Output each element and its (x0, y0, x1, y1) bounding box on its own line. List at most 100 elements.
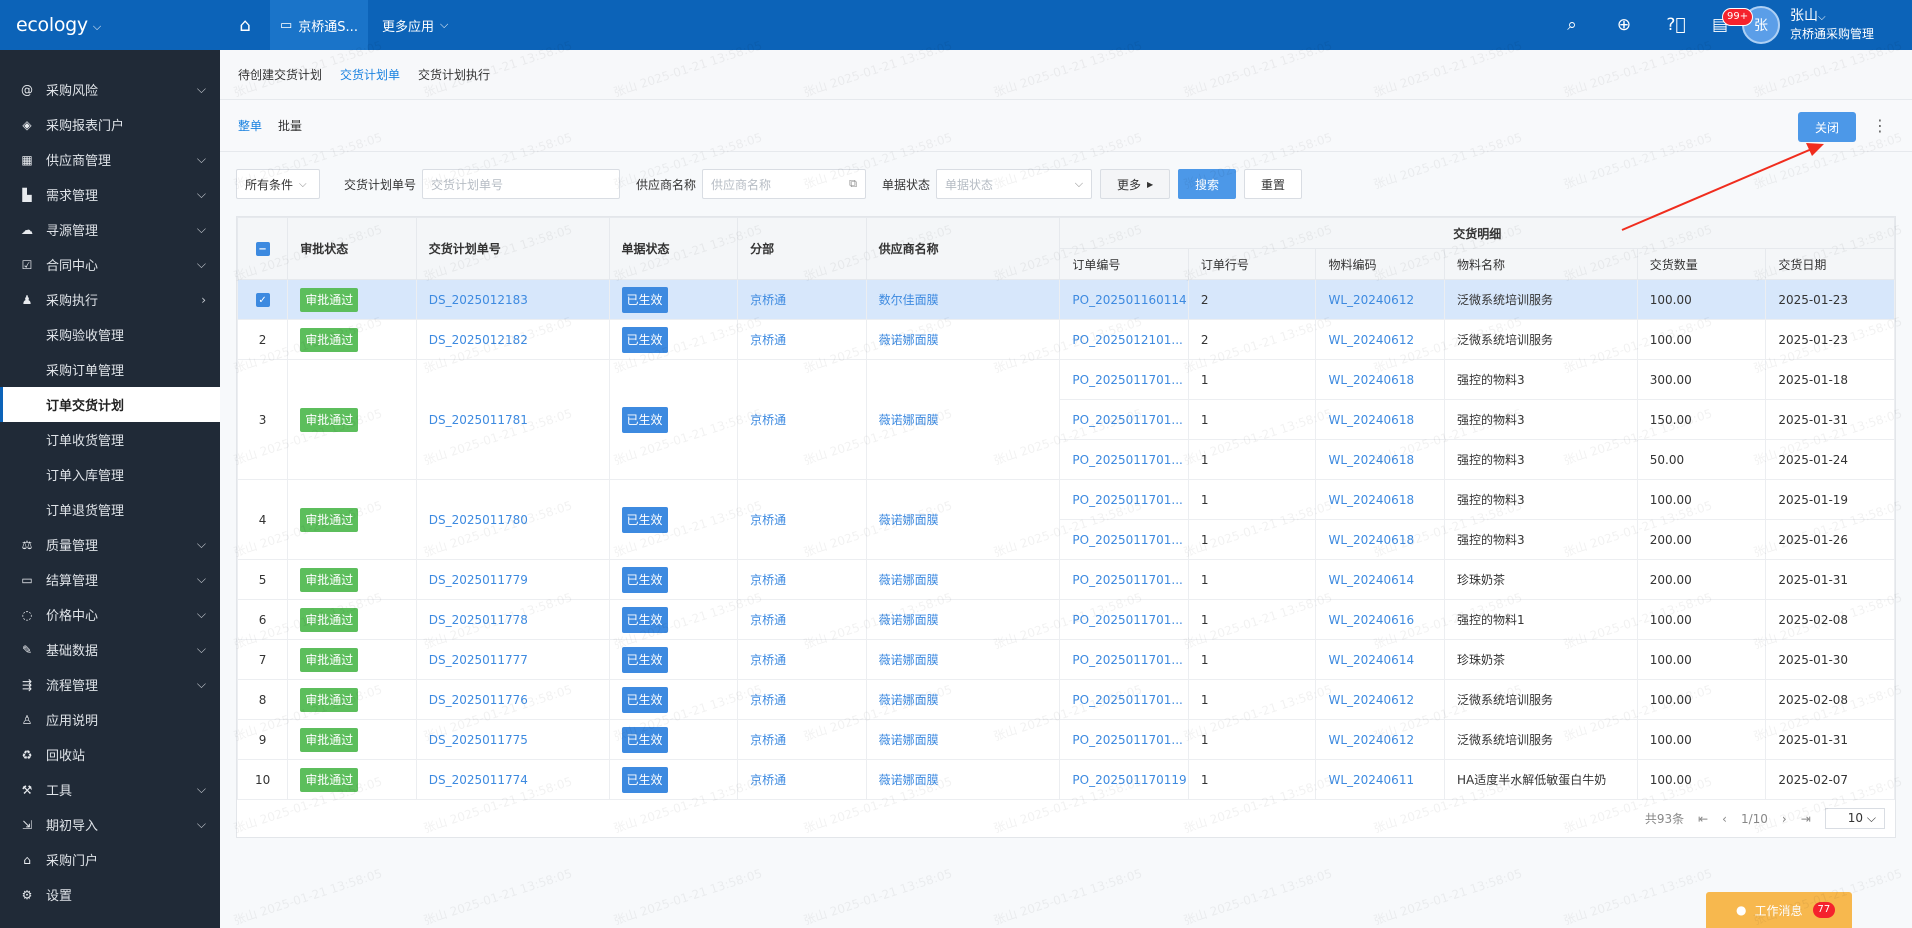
dept-link[interactable]: 京桥通 (750, 293, 787, 307)
table-row[interactable]: PO_2025011701... 1 WL_20240618 强控的物料3 150.00… (238, 399, 1895, 440)
browse-icon[interactable]: ⧉ (849, 177, 858, 190)
page-size-select[interactable]: 10 ⌵ (1824, 808, 1885, 829)
more-apps-menu[interactable]: 更多应用 ⌵ (368, 0, 462, 50)
tab-active-app[interactable]: ▭ 京桥通S... (270, 0, 368, 50)
sidebar-item[interactable]: @ 采购风险 ⌵ (0, 72, 220, 107)
plan-no-link[interactable]: DS_2025011774 (428, 772, 528, 787)
order-no-link[interactable]: PO_2025011701... (1072, 652, 1183, 667)
order-no-link[interactable]: PO_2025011701... (1072, 452, 1183, 467)
material-code-link[interactable]: WL_20240614 (1328, 572, 1415, 587)
supplier-link[interactable]: 薇诺娜面膜 (878, 513, 939, 527)
tab-primary[interactable]: 交货计划执行 (418, 68, 491, 82)
work-message-button[interactable]: ● 工作消息 77 (1706, 892, 1852, 928)
plan-no-link[interactable]: DS_2025012183 (428, 292, 528, 307)
next-page-icon[interactable]: › (1781, 811, 1787, 826)
table-row[interactable]: 2 审批通过 DS_2025012182 已生效 京桥通 薇诺娜面膜 PO_20250121… (236, 319, 1895, 360)
sidebar-subitem[interactable]: 订单收货管理 (46, 434, 125, 449)
user-info[interactable]: 张山⌵ 京桥通采购管理 (1790, 8, 1874, 43)
sidebar-subitem[interactable]: 订单退货管理 (46, 504, 125, 519)
material-code-link[interactable]: WL_20240611 (1328, 772, 1415, 787)
dept-link[interactable]: 京桥通 (750, 613, 787, 627)
home-icon[interactable]: ⌂ (239, 14, 251, 36)
last-page-icon[interactable]: ⇥ (1800, 811, 1811, 826)
supplier-link[interactable]: 薇诺娜面膜 (878, 573, 939, 587)
dept-link[interactable]: 京桥通 (750, 573, 787, 587)
status-select[interactable]: 单据状态 ⌵ (936, 169, 1093, 199)
sidebar-subitem[interactable]: 订单交货计划 (0, 387, 220, 422)
sidebar-item[interactable]: ▦ 供应商管理 ⌵ (0, 142, 220, 177)
order-no-link[interactable]: PO_2025011701... (1072, 612, 1183, 627)
sidebar-subitem[interactable]: 采购验收管理 (46, 329, 125, 344)
plan-no-link[interactable]: DS_2025011776 (428, 692, 528, 707)
dept-link[interactable]: 京桥通 (750, 513, 787, 527)
supplier-input[interactable]: 供应商名称 ⧉ (702, 169, 867, 199)
plan-no-link[interactable]: DS_2025011777 (428, 652, 528, 667)
sidebar-item[interactable]: ⌂ 采购门户 (0, 842, 220, 877)
material-code-link[interactable]: WL_20240618 (1328, 532, 1415, 547)
material-code-link[interactable]: WL_20240616 (1328, 612, 1415, 627)
avatar[interactable]: 张 (1741, 6, 1780, 44)
close-button[interactable]: 关闭 (1798, 112, 1856, 142)
plan-no-link[interactable]: DS_2025011779 (428, 572, 528, 587)
dept-link[interactable]: 京桥通 (750, 773, 787, 787)
order-no-link[interactable]: PO_2025011701... (1072, 532, 1183, 547)
sidebar-subitem[interactable]: 采购订单管理 (46, 364, 125, 379)
order-no-link[interactable]: PO_2025012101... (1072, 332, 1183, 347)
table-row[interactable]: ✓ 审批通过 DS_2025012183 已生效 京桥通 数尔佳面膜 PO_20250116… (236, 279, 1895, 320)
dept-link[interactable]: 京桥通 (750, 733, 787, 747)
plan-no-link[interactable]: DS_2025012182 (428, 332, 528, 347)
table-row[interactable]: 6 审批通过 DS_2025011778 已生效 京桥通 薇诺娜面膜 PO_20250117… (236, 599, 1895, 640)
sidebar-item[interactable]: ◌ 价格中心 ⌵ (0, 597, 220, 632)
search-button[interactable]: 搜索 (1178, 169, 1237, 199)
sidebar-item[interactable]: ♟ 采购执行 › (0, 282, 220, 317)
plan-no-input[interactable]: 交货计划单号 (422, 169, 621, 199)
table-row[interactable]: 3 审批通过 DS_2025011781 已生效 京桥通 薇诺娜面膜 PO_20250117… (236, 359, 1895, 480)
sidebar-item[interactable]: ⚖ 质量管理 ⌵ (0, 527, 220, 562)
order-no-link[interactable]: PO_2025011701... (1072, 492, 1183, 507)
notification-icon[interactable]: ▤ 99+ (1702, 0, 1754, 50)
dept-link[interactable]: 京桥通 (750, 333, 787, 347)
tab-primary[interactable]: 待创建交货计划 (238, 68, 323, 82)
material-code-link[interactable]: WL_20240618 (1328, 372, 1415, 387)
table-row[interactable]: 8 审批通过 DS_2025011776 已生效 京桥通 薇诺娜面膜 PO_20250117… (236, 679, 1895, 720)
supplier-link[interactable]: 薇诺娜面膜 (878, 693, 939, 707)
material-code-link[interactable]: WL_20240612 (1328, 292, 1415, 307)
sidebar-item[interactable]: ⚙ 设置 (0, 877, 220, 912)
sidebar-item[interactable]: ☑ 合同中心 ⌵ (0, 247, 220, 282)
supplier-link[interactable]: 薇诺娜面膜 (878, 773, 939, 787)
order-no-link[interactable]: PO_202501170119 (1072, 772, 1187, 787)
sidebar-item[interactable]: ⚒ 工具 ⌵ (0, 772, 220, 807)
supplier-link[interactable]: 薇诺娜面膜 (878, 613, 939, 627)
order-no-link[interactable]: PO_2025011701... (1072, 572, 1183, 587)
material-code-link[interactable]: WL_20240614 (1328, 652, 1415, 667)
plan-no-link[interactable]: DS_2025011778 (428, 612, 528, 627)
select-all-checkbox[interactable]: − (255, 241, 270, 256)
supplier-link[interactable]: 薇诺娜面膜 (878, 653, 939, 667)
table-row[interactable]: 9 审批通过 DS_2025011775 已生效 京桥通 薇诺娜面膜 PO_20250117… (236, 719, 1895, 760)
first-page-icon[interactable]: ⇤ (1698, 811, 1709, 826)
material-code-link[interactable]: WL_20240618 (1328, 412, 1415, 427)
dept-link[interactable]: 京桥通 (750, 653, 787, 667)
sidebar-item[interactable]: ▭ 结算管理 ⌵ (0, 562, 220, 597)
sidebar-item[interactable]: ✎ 基础数据 ⌵ (0, 632, 220, 667)
order-no-link[interactable]: PO_202501160114 (1072, 292, 1187, 307)
sidebar-item[interactable]: ▙ 需求管理 ⌵ (0, 177, 220, 212)
sidebar-item[interactable]: ☁ 寻源管理 ⌵ (0, 212, 220, 247)
add-circle-icon[interactable]: ⊕ (1616, 15, 1632, 35)
table-row[interactable]: 10 审批通过 DS_2025011774 已生效 京桥通 薇诺娜面膜 PO_2025011… (236, 759, 1895, 800)
help-icon[interactable]: ?⃝ (1666, 15, 1686, 35)
sidebar-item[interactable]: ⇲ 期初导入 ⌵ (0, 807, 220, 842)
supplier-link[interactable]: 薇诺娜面膜 (878, 733, 939, 747)
tab-secondary[interactable]: 整单 (238, 119, 263, 133)
sidebar-item[interactable]: ⇶ 流程管理 ⌵ (0, 667, 220, 702)
tab-primary[interactable]: 交货计划单 (340, 68, 401, 82)
material-code-link[interactable]: WL_20240612 (1328, 732, 1415, 747)
row-checkbox[interactable]: ✓ (255, 292, 270, 307)
supplier-link[interactable]: 薇诺娜面膜 (878, 333, 939, 347)
more-vertical-icon[interactable]: ⋮ (1872, 116, 1888, 135)
sidebar-item[interactable]: ◈ 采购报表门户 (0, 107, 220, 142)
plan-no-link[interactable]: DS_2025011781 (428, 412, 528, 427)
sidebar-subitem[interactable]: 订单入库管理 (46, 469, 125, 484)
app-logo[interactable]: ecology ⌵ (0, 0, 220, 50)
order-no-link[interactable]: PO_2025011701... (1072, 412, 1183, 427)
